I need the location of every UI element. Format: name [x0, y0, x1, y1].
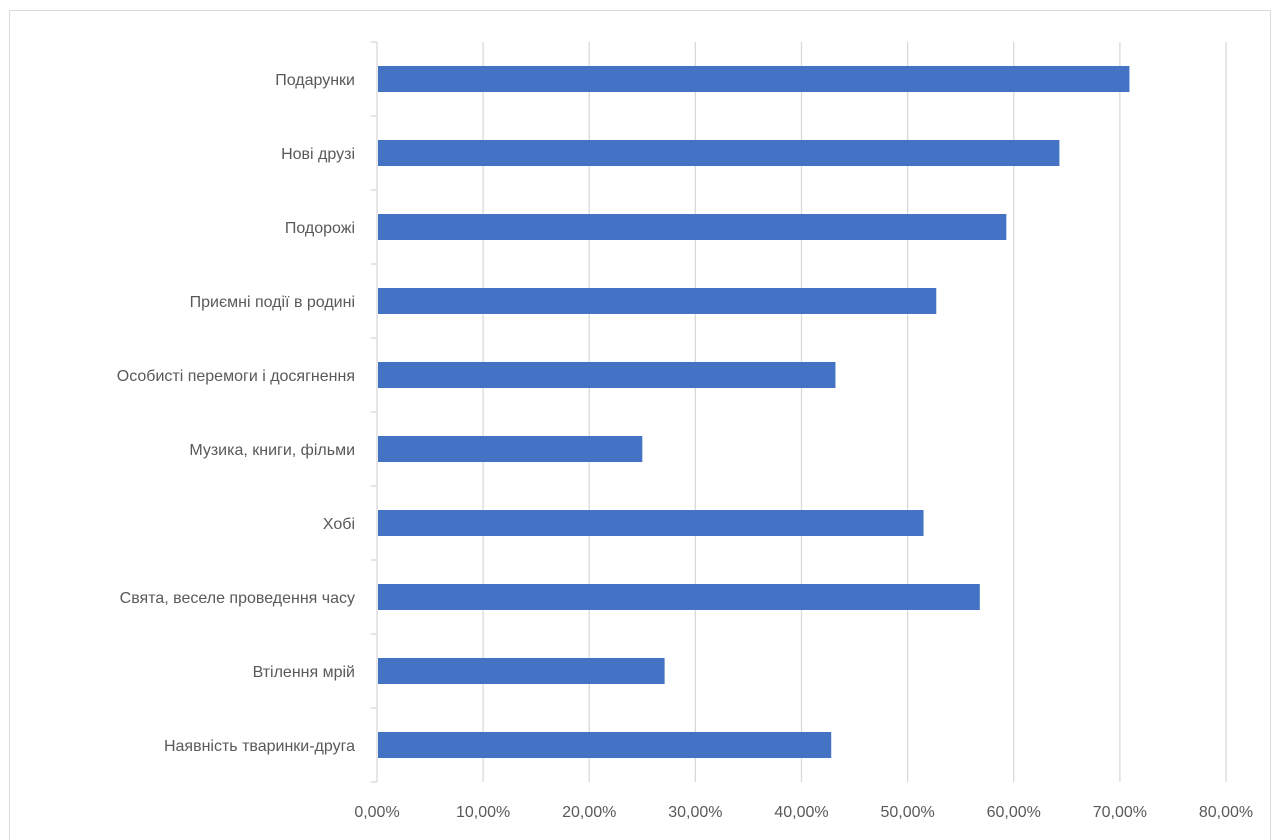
bar	[378, 140, 1060, 166]
bar	[378, 658, 665, 684]
category-label: Наявність тваринки-друга	[164, 738, 355, 755]
x-tick-label: 10,00%	[456, 804, 510, 821]
category-label: Свята, веселе проведення часу	[120, 590, 355, 607]
category-label: Музика, книги, фільми	[189, 442, 355, 459]
bar	[378, 214, 1007, 240]
x-tick-label: 60,00%	[987, 804, 1041, 821]
category-axis	[371, 41, 378, 783]
bar	[378, 436, 643, 462]
x-tick-label: 40,00%	[774, 804, 828, 821]
bar	[378, 584, 980, 610]
category-label: Втілення мрій	[253, 664, 355, 681]
x-tick-label: 80,00%	[1199, 804, 1253, 821]
category-label: Подорожі	[285, 220, 355, 237]
category-labels: Подарунки Нові друзі Подорожі Приємні події…	[117, 72, 355, 755]
bar	[378, 66, 1130, 92]
x-tick-label: 30,00%	[668, 804, 722, 821]
bar	[378, 510, 924, 536]
value-axis-labels: 0,00% 10,00% 20,00% 30,00% 40,00% 50,00% 60,00…	[354, 804, 1253, 821]
x-tick-label: 70,00%	[1093, 804, 1147, 821]
category-label: Приємні події в родині	[190, 294, 355, 311]
category-label: Особисті перемоги і досягнення	[117, 368, 355, 385]
category-label: Нові друзі	[281, 146, 355, 163]
x-tick-label: 0,00%	[354, 804, 399, 821]
bar	[378, 288, 937, 314]
bar	[378, 732, 832, 758]
bars	[378, 66, 1130, 758]
x-tick-label: 20,00%	[562, 804, 616, 821]
bar	[378, 362, 836, 388]
category-label: Подарунки	[275, 72, 355, 89]
x-tick-label: 50,00%	[880, 804, 934, 821]
category-label: Хобі	[323, 516, 355, 533]
